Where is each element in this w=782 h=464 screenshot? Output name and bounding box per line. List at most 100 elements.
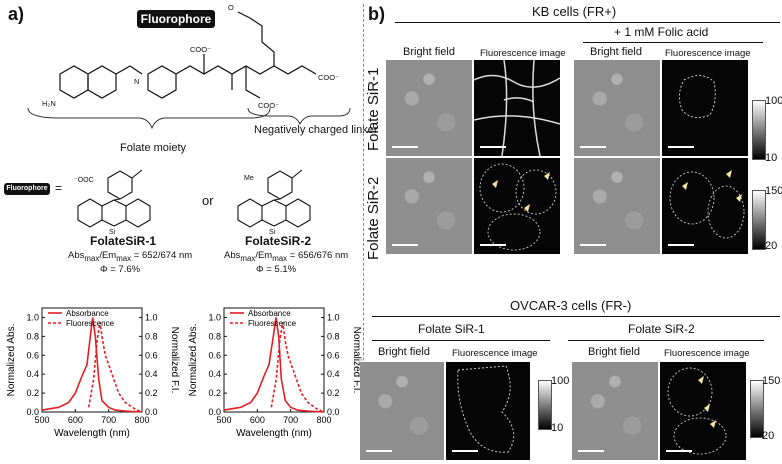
y2-axis-label: Normalized F.I. xyxy=(169,327,180,394)
legend-label: Absorbance xyxy=(248,309,291,318)
o-label: O xyxy=(228,3,234,12)
siR1-ooc: ⁻OOC xyxy=(74,177,94,184)
kb-sir1-fluorescence xyxy=(474,60,560,156)
y2-tick-label: 0.8 xyxy=(145,331,158,341)
coo-label-2: COO⁻ xyxy=(258,101,279,110)
series-line-absorbance xyxy=(223,317,325,413)
y-tick-label: 0.6 xyxy=(26,350,39,360)
y2-tick-label: 1.0 xyxy=(327,312,340,322)
y2-tick-label: 0.8 xyxy=(327,331,340,341)
cbar1-max: 100 xyxy=(765,95,782,107)
siR2-si: Si xyxy=(269,229,276,235)
y-tick-label: 0.0 xyxy=(26,407,39,417)
x-tick-label: 500 xyxy=(34,415,49,425)
cbar3-max: 100 xyxy=(551,375,570,387)
panel-a-label: a) xyxy=(8,4,25,24)
ovcar-sir1-title: Folate SiR-1 xyxy=(418,322,485,336)
ovcar-title: OVCAR-3 cells (FR-) xyxy=(510,298,632,313)
kb-title: KB cells (FR+) xyxy=(532,4,617,19)
brace-lines xyxy=(27,107,351,130)
panel-b-label: b) xyxy=(368,4,385,24)
legend-label: Fluorescence xyxy=(248,319,297,328)
fluorophore-small-box: Fluorophore xyxy=(4,183,50,195)
kb-fa-sir2-brightfield xyxy=(574,158,660,254)
coo-label-3: COO⁻ xyxy=(318,73,339,82)
equals-sign: = xyxy=(55,181,63,195)
kb-fa-sir1-fluorescence xyxy=(662,60,748,156)
x-tick-label: 600 xyxy=(250,415,265,425)
folate-structure-drawing: H₂N N COO⁻ COO⁻ COO⁻ O xyxy=(42,3,339,110)
y2-tick-label: 0.4 xyxy=(145,369,158,379)
y2-tick-label: 0.6 xyxy=(145,350,158,360)
y-tick-label: 0.4 xyxy=(26,369,39,379)
siR1-name: FolateSiR-1 xyxy=(90,234,157,248)
y2-tick-label: 0.0 xyxy=(145,407,158,417)
y-tick-label: 0.0 xyxy=(208,407,221,417)
y2-tick-label: 0.0 xyxy=(327,407,340,417)
ovcar-rule xyxy=(372,316,780,317)
kb-fi-header: Fluorescence image xyxy=(480,48,566,59)
siR1-phi: Φ = 7.6% xyxy=(100,264,141,275)
y2-tick-label: 0.2 xyxy=(327,388,340,398)
ovcar-s2-bf-header: Bright field xyxy=(588,346,640,358)
plot-frame xyxy=(41,307,143,413)
siR2-absem: Absmax/Emmax = 656/676 nm xyxy=(224,250,349,263)
y-tick-label: 0.2 xyxy=(208,388,221,398)
kb-bf-header: Bright field xyxy=(403,46,455,58)
y-tick-label: 1.0 xyxy=(26,312,39,322)
colorbar-kb-sir2 xyxy=(752,190,766,250)
x-axis-label: Wavelength (nm) xyxy=(54,428,130,439)
siR2-structure-drawing: Me Si xyxy=(237,169,311,235)
ovcar-sir2-rule xyxy=(568,340,764,341)
folate-moiety-label: Folate moiety xyxy=(120,142,187,154)
plot-frame xyxy=(223,307,325,413)
y2-tick-label: 0.2 xyxy=(145,388,158,398)
siR1-si: Si xyxy=(109,229,116,235)
y-tick-label: 0.6 xyxy=(208,350,221,360)
ovcar-sir1-fluorescence xyxy=(446,362,530,460)
y-tick-label: 0.4 xyxy=(208,369,221,379)
y-axis-label: Normalized Abs. xyxy=(6,324,17,397)
folic-title: + 1 mM Folic acid xyxy=(614,25,709,39)
or-label: or xyxy=(202,193,214,208)
y-tick-label: 1.0 xyxy=(208,312,221,322)
y-tick-label: 0.8 xyxy=(26,331,39,341)
y2-axis-label: Normalized F.I. xyxy=(351,327,362,394)
ovcar-s1-fi-header: Fluorescence image xyxy=(452,348,538,359)
y-axis-label: Normalized Abs. xyxy=(188,324,199,397)
linker-label: Negatively charged linker xyxy=(254,124,378,136)
legend-label: Fluorescence xyxy=(66,319,115,328)
ovcar-sir2-title: Folate SiR-2 xyxy=(628,322,695,336)
siR2-name: FolateSiR-2 xyxy=(245,234,312,248)
kb-sir2-fluorescence xyxy=(474,158,560,254)
kb-fa-sir2-fluorescence xyxy=(662,158,748,254)
y2-tick-label: 0.4 xyxy=(327,369,340,379)
x-tick-label: 800 xyxy=(134,415,149,425)
x-tick-label: 700 xyxy=(101,415,116,425)
cbar1-min: 10 xyxy=(765,152,778,164)
x-tick-label: 800 xyxy=(316,415,331,425)
siR2-me: Me xyxy=(244,175,254,182)
series-line-fluorescence xyxy=(87,322,143,413)
nh-label: N xyxy=(134,77,139,86)
cbar2-min: 20 xyxy=(765,240,778,252)
ovcar-s2-fi-header: Fluorescence image xyxy=(664,348,750,359)
kb-fa-bf-header: Bright field xyxy=(590,46,642,58)
coo-label-1: COO⁻ xyxy=(190,45,211,54)
ovcar-sir1-brightfield xyxy=(360,362,444,460)
ovcar-sir2-brightfield xyxy=(572,362,658,460)
cbar3-min: 10 xyxy=(551,422,564,434)
cbar4-max: 150 xyxy=(762,375,781,387)
series-line-fluorescence xyxy=(270,322,325,413)
y-tick-label: 0.2 xyxy=(26,388,39,398)
x-tick-label: 600 xyxy=(68,415,83,425)
ovcar-s1-bf-header: Bright field xyxy=(378,346,430,358)
kb-sir1-brightfield xyxy=(386,60,472,156)
kb-rule xyxy=(395,22,780,23)
colorbar-ovcar-sir2 xyxy=(750,380,764,438)
colorbar-kb-sir1 xyxy=(752,100,766,160)
y-tick-label: 0.8 xyxy=(208,331,221,341)
ovcar-sir1-rule xyxy=(372,340,550,341)
kb-sir2-brightfield xyxy=(386,158,472,254)
